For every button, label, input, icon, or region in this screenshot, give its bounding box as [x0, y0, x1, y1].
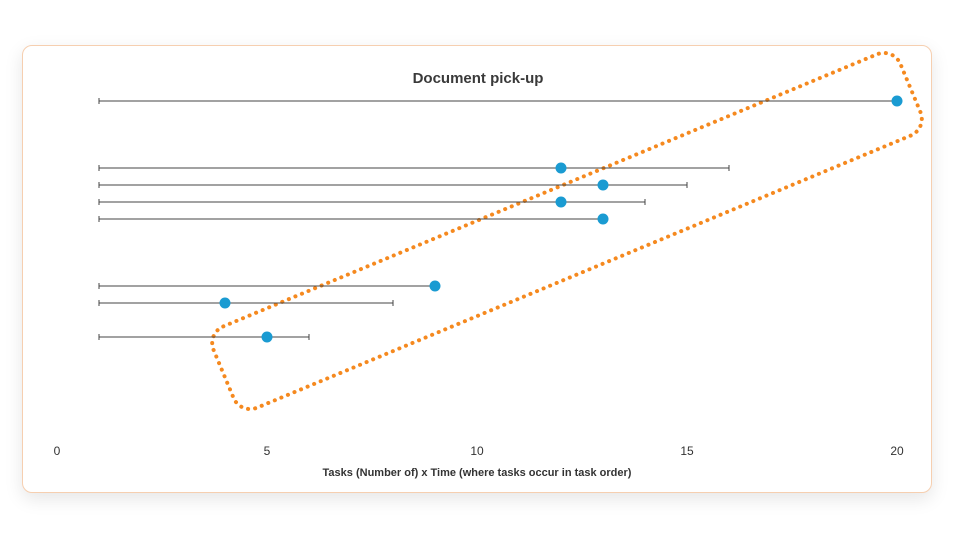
highlight-annotation [210, 50, 924, 412]
chart-title: Document pick-up [413, 70, 544, 87]
x-tick-label: 10 [470, 444, 484, 458]
highlight-box [210, 50, 924, 412]
range-row [98, 162, 730, 174]
range-rows [98, 95, 903, 343]
range-row [98, 297, 394, 309]
x-axis-ticks: 0 5 10 15 20 [54, 444, 904, 458]
range-row [98, 331, 310, 343]
x-tick-label: 5 [264, 444, 271, 458]
data-point [891, 95, 903, 107]
data-point [555, 196, 567, 208]
data-point [597, 213, 609, 225]
range-row [98, 213, 609, 225]
range-row [98, 95, 903, 107]
x-tick-label: 20 [890, 444, 904, 458]
range-row [98, 280, 441, 292]
data-point [261, 331, 273, 343]
x-tick-label: 0 [54, 444, 61, 458]
data-point [219, 297, 231, 309]
x-tick-label: 15 [680, 444, 694, 458]
range-row [98, 179, 688, 191]
data-point [597, 179, 609, 191]
data-point [555, 162, 567, 174]
chart-card [22, 45, 932, 493]
x-axis-label: Tasks (Number of) x Time (where tasks oc… [323, 467, 632, 479]
data-point [429, 280, 441, 292]
range-row [98, 196, 646, 208]
